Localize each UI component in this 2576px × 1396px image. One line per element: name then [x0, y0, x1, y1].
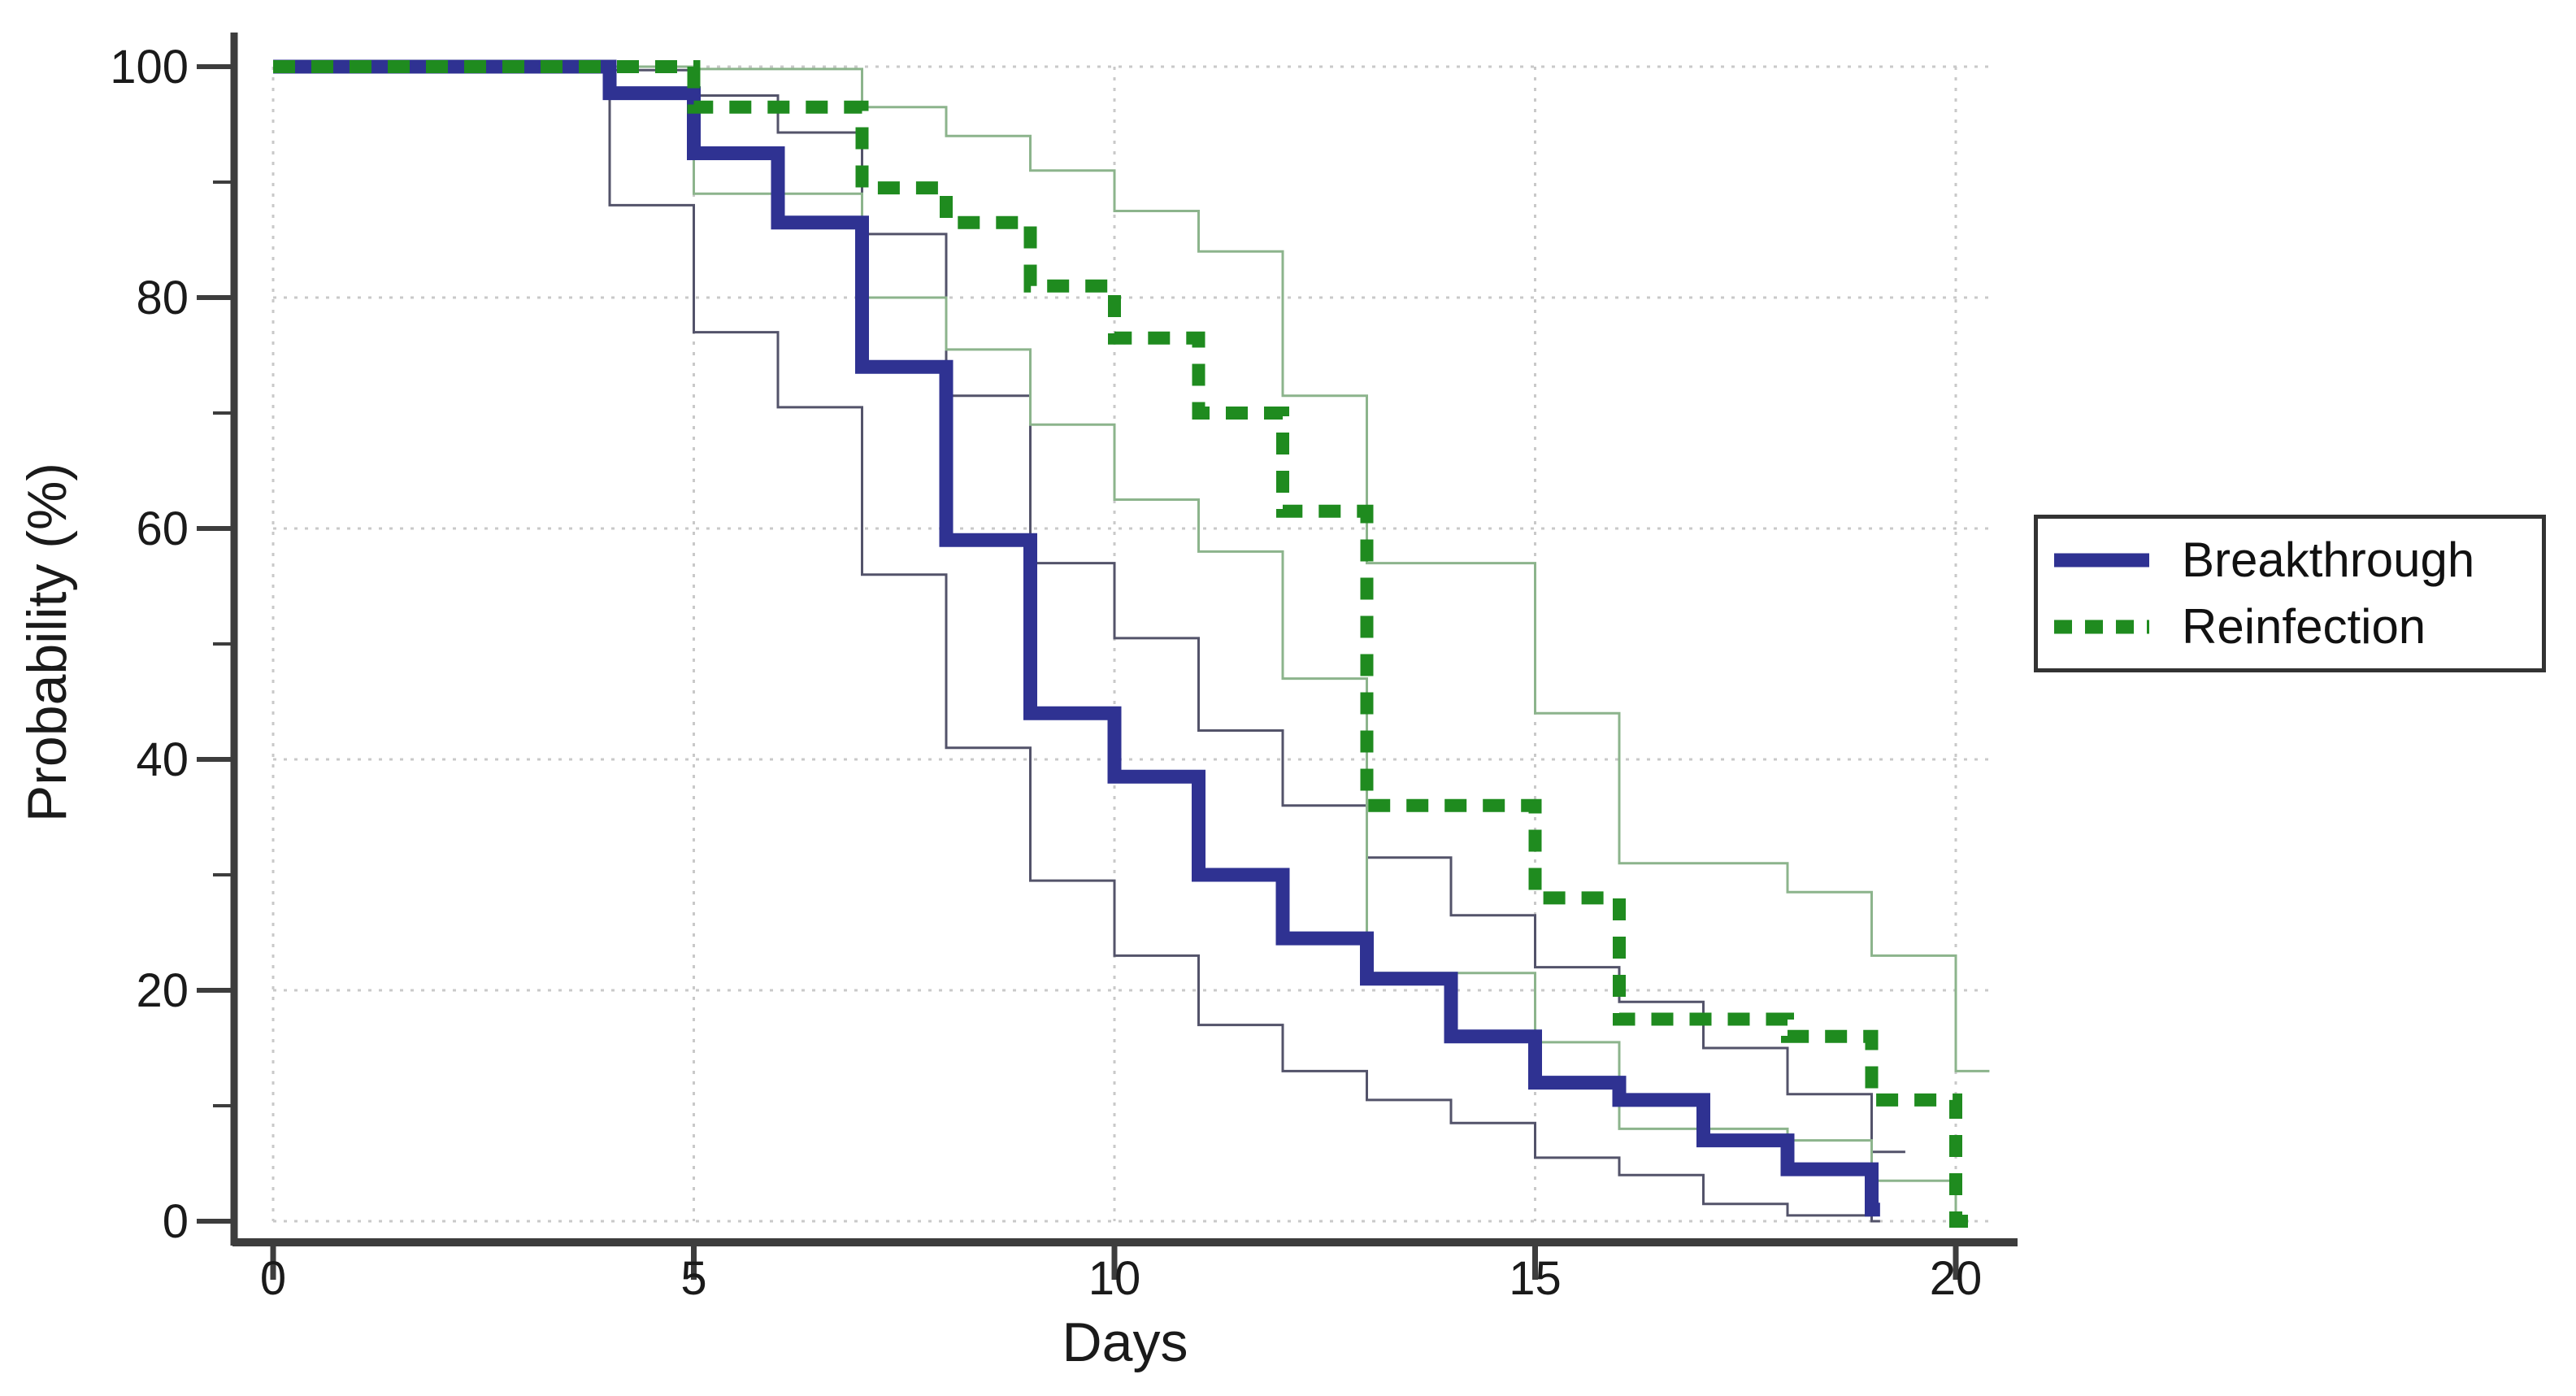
x-tick-label-5: 5: [680, 1252, 706, 1305]
x-tick-label-20: 20: [1930, 1252, 1983, 1305]
y-tick-label-40: 40: [136, 733, 189, 786]
y-axis-title: Probability (%): [16, 462, 78, 823]
legend-item-breakthrough: Breakthrough: [2051, 536, 2542, 585]
legend-label-breakthrough: Breakthrough: [2182, 533, 2475, 588]
x-tick-label-15: 15: [1509, 1252, 1562, 1305]
legend-item-reinfection: Reinfection: [2051, 602, 2542, 651]
series-reinfection-line: [273, 60, 1969, 1228]
x-tick-label-0: 0: [260, 1252, 286, 1305]
breakthrough-line-swatch-icon: [2054, 553, 2149, 568]
reinfection-dashed-line-swatch-icon: [2054, 620, 2149, 634]
series-reinfection-lower-95-ci-line: [273, 65, 1969, 1223]
y-tick-label-0: 0: [163, 1195, 189, 1248]
x-tick-label-10: 10: [1088, 1252, 1141, 1305]
y-tick-label-20: 20: [136, 964, 189, 1017]
series-breakthrough-line: [273, 59, 1880, 1217]
legend-label-reinfection: Reinfection: [2182, 598, 2426, 654]
legend-box: Breakthrough Reinfection: [2034, 515, 2546, 672]
y-tick-label-80: 80: [136, 272, 189, 324]
series-breakthrough-lower-95-ci-line: [273, 65, 1880, 1223]
x-axis-title: Days: [1062, 1311, 1188, 1373]
y-tick-label-100: 100: [110, 41, 189, 94]
series-reinfection-upper-95-ci-line: [273, 65, 1990, 1072]
y-tick-label-60: 60: [136, 502, 189, 555]
